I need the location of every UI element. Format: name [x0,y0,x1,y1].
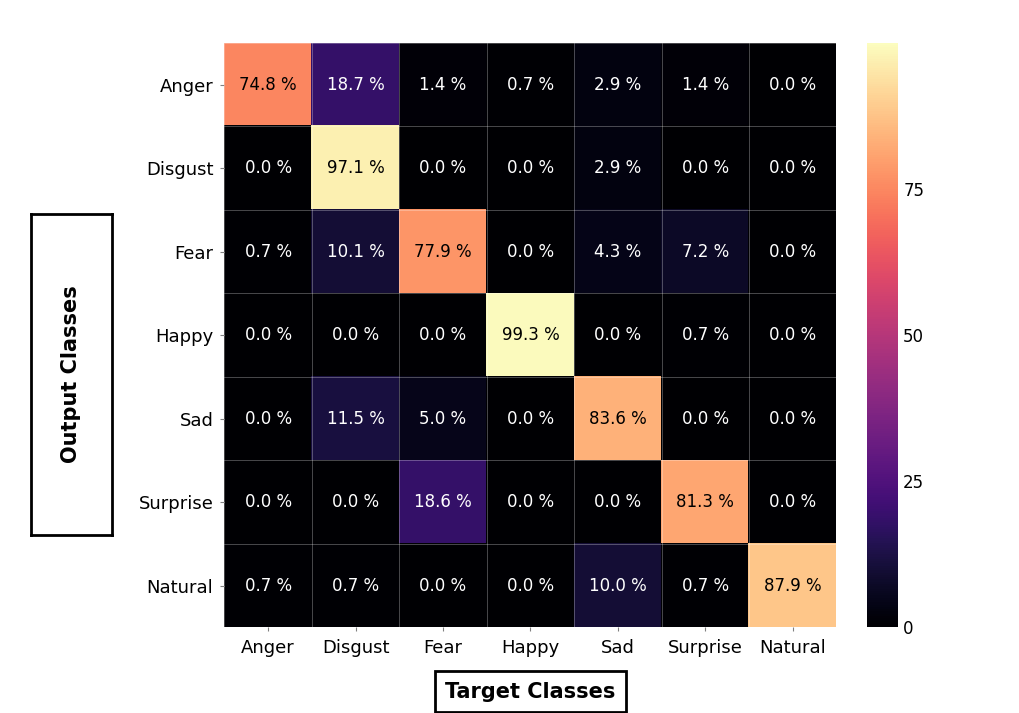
Text: 0.0 %: 0.0 % [506,242,553,260]
Text: 2.9 %: 2.9 % [594,159,641,177]
Text: 0.7 %: 0.7 % [331,577,379,595]
Text: 0.0 %: 0.0 % [331,326,379,344]
Text: 0.0 %: 0.0 % [681,410,729,428]
Text: 18.7 %: 18.7 % [326,76,384,93]
Text: 0.0 %: 0.0 % [768,493,815,511]
Text: 0.0 %: 0.0 % [245,159,291,177]
Text: 0.0 %: 0.0 % [681,159,729,177]
Text: 0.0 %: 0.0 % [331,493,379,511]
Text: 0.0 %: 0.0 % [768,326,815,344]
Text: 0.0 %: 0.0 % [245,326,291,344]
Text: 0.0 %: 0.0 % [768,242,815,260]
Text: 0.0 %: 0.0 % [768,410,815,428]
Text: 0.0 %: 0.0 % [506,410,553,428]
Text: 0.7 %: 0.7 % [506,76,553,93]
Text: Output Classes: Output Classes [61,285,82,463]
Text: 0.0 %: 0.0 % [245,410,291,428]
Text: 0.0 %: 0.0 % [245,493,291,511]
Text: 97.1 %: 97.1 % [326,159,384,177]
X-axis label: Target Classes: Target Classes [444,682,615,702]
Text: 0.0 %: 0.0 % [419,577,466,595]
Text: 0.0 %: 0.0 % [419,159,466,177]
Text: 87.9 %: 87.9 % [763,577,820,595]
Text: 74.8 %: 74.8 % [239,76,297,93]
Text: 0.0 %: 0.0 % [594,493,641,511]
Text: 0.7 %: 0.7 % [681,577,729,595]
Text: 18.6 %: 18.6 % [414,493,472,511]
Text: 0.7 %: 0.7 % [681,326,729,344]
Text: 0.0 %: 0.0 % [768,76,815,93]
Text: 10.0 %: 10.0 % [588,577,646,595]
Text: 1.4 %: 1.4 % [681,76,729,93]
Text: 81.3 %: 81.3 % [676,493,734,511]
Text: 0.0 %: 0.0 % [419,326,466,344]
Text: 5.0 %: 5.0 % [419,410,466,428]
Text: 99.3 %: 99.3 % [501,326,558,344]
Text: 1.4 %: 1.4 % [419,76,466,93]
Text: 0.0 %: 0.0 % [594,326,641,344]
Text: 2.9 %: 2.9 % [594,76,641,93]
Text: 0.0 %: 0.0 % [506,159,553,177]
Text: 4.3 %: 4.3 % [594,242,641,260]
Text: 0.7 %: 0.7 % [245,242,291,260]
Text: 10.1 %: 10.1 % [326,242,384,260]
Text: 77.9 %: 77.9 % [414,242,472,260]
Text: 0.7 %: 0.7 % [245,577,291,595]
Text: 11.5 %: 11.5 % [326,410,384,428]
Text: 0.0 %: 0.0 % [506,577,553,595]
Text: 83.6 %: 83.6 % [588,410,646,428]
Text: 0.0 %: 0.0 % [768,159,815,177]
Text: 0.0 %: 0.0 % [506,493,553,511]
Text: 7.2 %: 7.2 % [681,242,729,260]
